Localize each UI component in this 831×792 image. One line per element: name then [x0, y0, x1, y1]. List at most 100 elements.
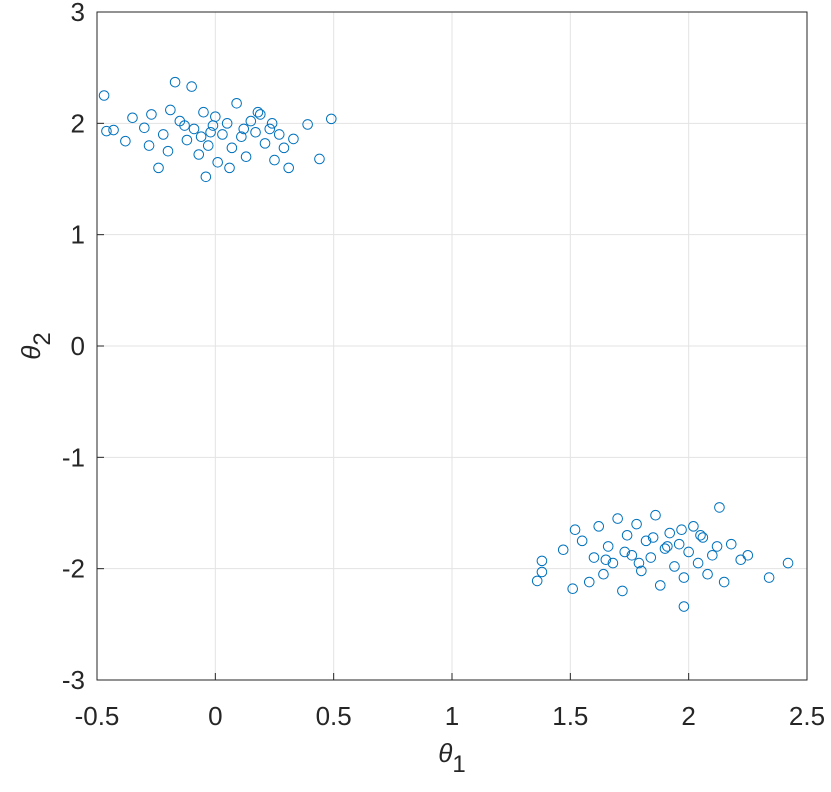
point — [259, 138, 271, 149]
point — [186, 81, 197, 92]
point — [636, 565, 647, 577]
point — [250, 126, 261, 138]
point — [238, 123, 250, 135]
point — [645, 552, 657, 563]
point — [633, 557, 645, 569]
point — [236, 131, 247, 142]
point — [647, 532, 659, 543]
point — [697, 532, 709, 543]
point — [266, 118, 278, 129]
x-tick-label: 2 — [681, 701, 695, 731]
y-tick-label: -3 — [62, 665, 85, 695]
point — [782, 557, 794, 569]
x-tick-label: 1 — [445, 701, 459, 731]
point — [326, 113, 337, 125]
point — [673, 538, 685, 550]
x-axis-label: θ1 — [438, 738, 465, 778]
point — [714, 502, 725, 513]
point — [212, 157, 223, 168]
point — [200, 171, 212, 183]
point — [557, 544, 569, 556]
point — [179, 120, 190, 131]
point — [169, 76, 181, 88]
point — [224, 162, 235, 174]
point — [264, 123, 276, 135]
y-tick-label: 1 — [71, 220, 85, 250]
y-tick-label: -2 — [62, 554, 85, 584]
point — [283, 162, 295, 174]
point — [692, 557, 704, 569]
point — [725, 538, 737, 550]
point — [226, 142, 238, 154]
y-tick-label: -1 — [62, 442, 85, 472]
point — [195, 131, 207, 142]
point — [598, 568, 609, 580]
point — [612, 513, 623, 524]
point — [742, 550, 754, 561]
point — [569, 524, 581, 536]
point — [217, 129, 228, 140]
point — [695, 529, 706, 541]
point — [607, 557, 619, 569]
point — [678, 601, 690, 612]
point — [288, 133, 299, 145]
point — [278, 142, 290, 154]
point — [536, 566, 548, 578]
axes-box — [96, 11, 808, 681]
point — [583, 576, 595, 588]
x-tick-label: 1.5 — [552, 701, 588, 731]
point — [567, 583, 579, 595]
y-tick-label: 3 — [71, 0, 85, 27]
x-tick-label: 0.5 — [316, 701, 352, 731]
point — [139, 122, 150, 134]
point — [221, 118, 233, 129]
point — [188, 123, 200, 135]
point — [600, 554, 612, 566]
point — [711, 541, 723, 552]
point — [245, 115, 257, 127]
x-tick-label: 0 — [208, 701, 222, 731]
y-axis-label: θ2 — [16, 332, 56, 359]
point — [640, 535, 652, 547]
point — [127, 112, 138, 124]
point — [631, 518, 642, 530]
y-tick-label: 2 — [71, 108, 85, 138]
point — [617, 585, 628, 597]
point — [146, 109, 157, 120]
x-axis-label-subscript: 1 — [452, 751, 465, 778]
point — [678, 572, 690, 583]
point — [707, 550, 718, 561]
point — [683, 546, 694, 558]
point — [252, 106, 264, 118]
point — [153, 162, 164, 174]
point — [593, 521, 605, 532]
point — [202, 140, 214, 151]
y-axis-label-subscript: 2 — [29, 332, 56, 345]
point — [210, 111, 221, 122]
point — [688, 521, 699, 532]
point — [120, 135, 131, 147]
x-tick-label: -0.5 — [75, 701, 120, 731]
point — [626, 550, 638, 561]
point — [240, 151, 252, 163]
point — [576, 535, 588, 547]
point — [654, 580, 666, 591]
point — [602, 541, 614, 552]
point — [198, 106, 209, 118]
point — [314, 153, 325, 165]
point — [162, 145, 174, 157]
point — [165, 104, 176, 116]
point — [254, 109, 266, 120]
point — [98, 90, 110, 101]
point — [205, 126, 216, 138]
x-axis-label-symbol: θ — [438, 738, 452, 768]
point — [143, 140, 155, 151]
point — [662, 541, 673, 552]
point — [101, 125, 112, 137]
point — [536, 555, 548, 567]
point — [650, 509, 661, 521]
point — [702, 568, 713, 580]
y-tick-label: 0 — [71, 331, 85, 361]
point — [676, 524, 687, 536]
